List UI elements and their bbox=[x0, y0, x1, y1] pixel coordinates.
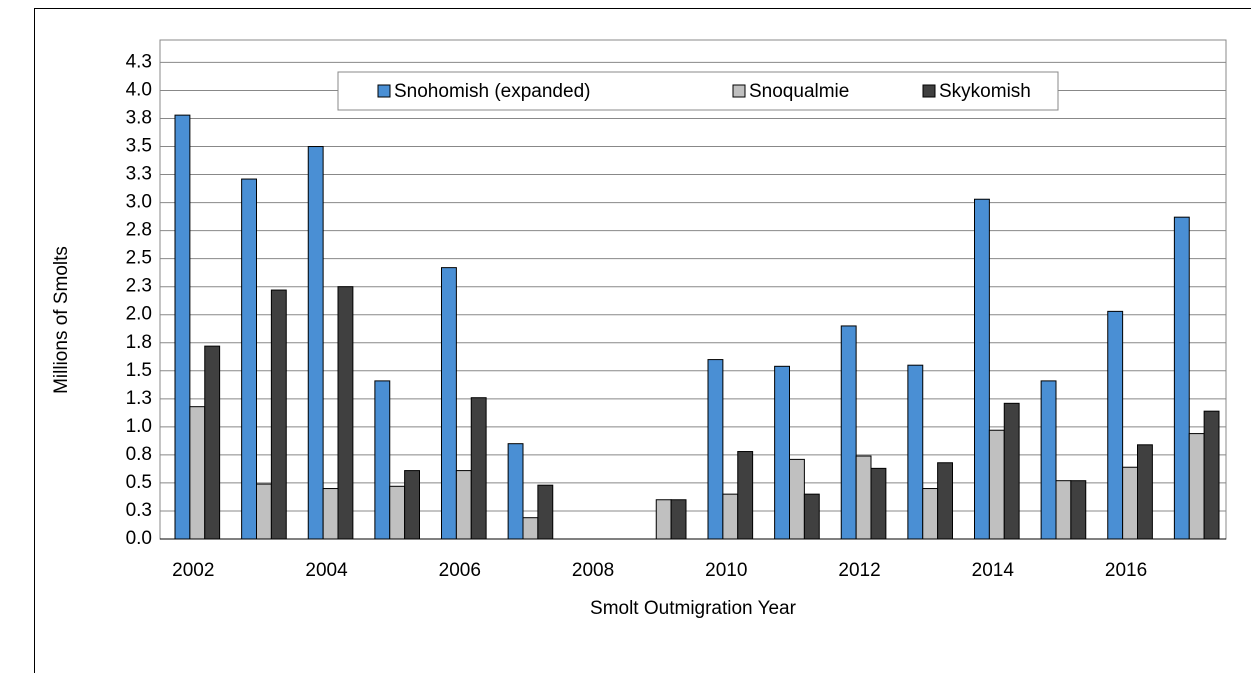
bar bbox=[974, 198, 990, 540]
bar bbox=[537, 484, 554, 540]
bar bbox=[174, 114, 191, 540]
bar bbox=[189, 406, 206, 540]
bar bbox=[256, 483, 272, 540]
y-tick-label: 0.8 bbox=[126, 444, 152, 465]
bar bbox=[737, 451, 754, 540]
y-tick-label: 0.3 bbox=[126, 500, 152, 521]
bar bbox=[840, 325, 857, 540]
bar bbox=[441, 267, 457, 540]
bar bbox=[1122, 466, 1138, 540]
y-tick-label: 4.3 bbox=[126, 51, 152, 72]
y-tick-label: 1.8 bbox=[126, 332, 152, 353]
bar bbox=[337, 286, 354, 540]
bar bbox=[907, 364, 924, 540]
bar bbox=[870, 467, 887, 540]
y-axis-title: Millions of Smolts bbox=[51, 246, 72, 394]
bar bbox=[803, 493, 820, 540]
bar bbox=[404, 470, 420, 540]
bar bbox=[1040, 380, 1057, 540]
legend-swatch bbox=[377, 84, 391, 98]
y-tick-label: 0.0 bbox=[126, 528, 152, 549]
y-tick-label: 4.0 bbox=[126, 79, 152, 100]
y-tick-label: 3.5 bbox=[126, 136, 152, 157]
bar bbox=[374, 380, 391, 540]
legend-swatch bbox=[732, 84, 746, 98]
bar bbox=[1070, 480, 1087, 540]
bar bbox=[707, 359, 724, 540]
y-tick-label: 2.0 bbox=[126, 304, 152, 325]
legend-label: Skykomish bbox=[939, 81, 1031, 102]
y-tick-label: 3.3 bbox=[126, 164, 152, 185]
x-tick-label: 2008 bbox=[572, 560, 614, 581]
bar bbox=[722, 493, 739, 540]
bar bbox=[670, 499, 687, 540]
legend-label: Snohomish (expanded) bbox=[394, 81, 590, 102]
bar bbox=[988, 429, 1005, 540]
bar bbox=[307, 146, 324, 540]
bar bbox=[774, 365, 790, 540]
bar bbox=[470, 397, 487, 540]
bar bbox=[855, 455, 872, 540]
bar bbox=[1003, 402, 1020, 540]
x-tick-label: 2006 bbox=[439, 560, 481, 581]
bar bbox=[270, 289, 287, 540]
bar bbox=[322, 488, 339, 540]
bar bbox=[1137, 444, 1153, 540]
x-tick-label: 2012 bbox=[838, 560, 880, 581]
legend-box bbox=[337, 71, 1059, 111]
bar bbox=[455, 470, 472, 540]
legend-label: Snoqualmie bbox=[749, 81, 849, 102]
bar bbox=[241, 178, 257, 540]
y-tick-label: 3.0 bbox=[126, 192, 152, 213]
bar bbox=[1203, 410, 1220, 540]
x-tick-label: 2014 bbox=[972, 560, 1015, 581]
x-tick-label: 2016 bbox=[1105, 560, 1147, 581]
bar bbox=[389, 485, 406, 540]
y-tick-label: 0.5 bbox=[126, 472, 152, 493]
y-tick-label: 2.3 bbox=[126, 276, 152, 297]
x-tick-label: 2002 bbox=[172, 560, 214, 581]
bar bbox=[1173, 216, 1190, 540]
bar bbox=[1055, 480, 1072, 540]
frame bbox=[34, 8, 1251, 673]
y-tick-label: 2.5 bbox=[126, 248, 152, 269]
y-tick-label: 1.0 bbox=[126, 416, 152, 437]
y-tick-label: 3.8 bbox=[126, 108, 152, 129]
y-tick-label: 1.5 bbox=[126, 360, 152, 381]
bar bbox=[922, 488, 939, 540]
x-axis-title: Smolt Outmigration Year bbox=[590, 598, 797, 619]
legend-swatch bbox=[922, 84, 936, 98]
x-tick-label: 2010 bbox=[705, 560, 747, 581]
bar bbox=[1188, 433, 1205, 540]
bar bbox=[522, 517, 539, 540]
bar bbox=[655, 499, 672, 540]
bar bbox=[937, 462, 953, 540]
bar bbox=[1107, 310, 1124, 540]
bar bbox=[204, 345, 221, 540]
bar bbox=[507, 443, 524, 540]
y-tick-label: 2.8 bbox=[126, 220, 152, 241]
y-tick-label: 1.3 bbox=[126, 388, 152, 409]
x-tick-label: 2004 bbox=[305, 560, 348, 581]
bar bbox=[789, 458, 805, 540]
